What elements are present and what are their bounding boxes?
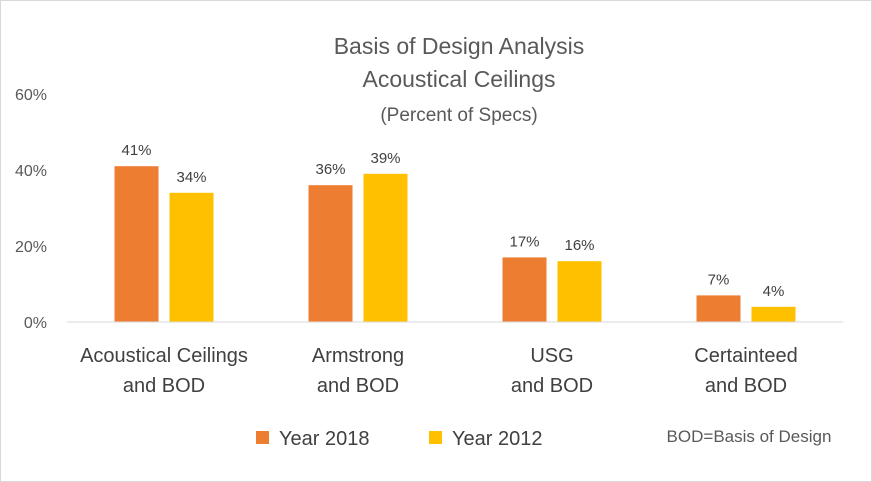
footnote: BOD=Basis of Design — [667, 427, 832, 446]
data-label: 34% — [176, 169, 206, 186]
data-label: 4% — [763, 283, 785, 300]
x-tick-label: and BOD — [705, 375, 787, 397]
data-label: 7% — [708, 271, 730, 288]
y-axis: 0% 20% 40% 60% — [15, 87, 47, 332]
x-tick-label: and BOD — [317, 375, 399, 397]
x-tick-label: Acoustical Ceilings — [80, 345, 248, 367]
y-tick-label: 20% — [15, 239, 47, 256]
x-tick-label: USG — [530, 345, 573, 367]
chart-subtitle: Acoustical Ceilings — [362, 66, 555, 92]
bar-year-2018 — [308, 185, 353, 322]
x-tick-label: Certainteed — [694, 345, 797, 367]
bar-year-2018 — [696, 295, 741, 322]
bar-year-2018 — [114, 166, 159, 322]
y-tick-label: 0% — [24, 315, 47, 332]
data-label: 41% — [121, 142, 151, 159]
legend-swatch — [429, 431, 442, 444]
data-label: 36% — [315, 161, 345, 178]
legend-label: Year 2012 — [452, 428, 542, 450]
legend: Year 2018 Year 2012 — [256, 428, 542, 450]
legend-label: Year 2018 — [279, 428, 369, 450]
x-tick-label: and BOD — [123, 375, 205, 397]
bar-year-2012 — [557, 261, 602, 322]
bar-year-2012 — [751, 306, 796, 322]
x-tick-label: Armstrong — [312, 345, 404, 367]
data-label: 17% — [509, 233, 539, 250]
data-label: 16% — [564, 237, 594, 254]
x-axis: Acoustical Ceilings and BOD Armstrong and B… — [67, 321, 843, 397]
bar-year-2012 — [363, 173, 408, 322]
x-tick-label: and BOD — [511, 375, 593, 397]
chart-title: Basis of Design Analysis — [334, 33, 585, 59]
bar-year-2018 — [502, 257, 547, 322]
bar-year-2012 — [169, 192, 214, 322]
data-label: 39% — [370, 150, 400, 167]
chart-subtitle-secondary: (Percent of Specs) — [380, 105, 537, 126]
plot-area: 41% 34% 36% 39% 17% 16% 7% 4% — [114, 142, 796, 322]
y-tick-label: 60% — [15, 87, 47, 104]
legend-swatch — [256, 431, 269, 444]
y-tick-label: 40% — [15, 163, 47, 180]
